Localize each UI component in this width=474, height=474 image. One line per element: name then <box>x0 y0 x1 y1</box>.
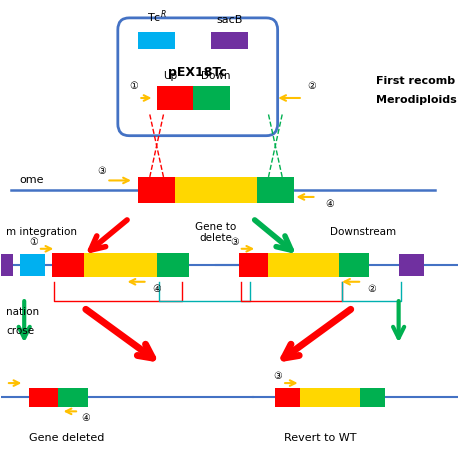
FancyBboxPatch shape <box>360 388 385 407</box>
Text: Revert to WT: Revert to WT <box>284 433 357 443</box>
FancyBboxPatch shape <box>138 32 175 48</box>
FancyBboxPatch shape <box>193 86 230 110</box>
Text: Up: Up <box>163 72 177 82</box>
FancyBboxPatch shape <box>19 255 45 276</box>
FancyBboxPatch shape <box>399 255 424 276</box>
Text: Tc$^R$: Tc$^R$ <box>147 9 166 25</box>
Text: Gene to
delete: Gene to delete <box>195 222 237 243</box>
Text: ①: ① <box>29 237 38 246</box>
Text: ④: ④ <box>82 413 90 423</box>
Text: ①: ① <box>129 81 138 91</box>
Text: pEX18Tc: pEX18Tc <box>168 65 227 79</box>
Text: Down: Down <box>201 72 231 82</box>
Text: Gene deleted: Gene deleted <box>29 433 104 443</box>
FancyBboxPatch shape <box>239 254 268 277</box>
Text: ome: ome <box>19 175 44 185</box>
FancyBboxPatch shape <box>257 177 293 203</box>
FancyBboxPatch shape <box>52 254 83 277</box>
FancyBboxPatch shape <box>156 86 193 110</box>
Text: ④: ④ <box>326 199 335 209</box>
FancyBboxPatch shape <box>138 177 175 203</box>
Text: crose: crose <box>6 326 34 336</box>
FancyBboxPatch shape <box>275 388 301 407</box>
FancyBboxPatch shape <box>118 18 278 136</box>
FancyBboxPatch shape <box>339 254 369 277</box>
FancyBboxPatch shape <box>29 388 58 407</box>
Text: ③: ③ <box>273 371 282 381</box>
Text: First recomb: First recomb <box>376 76 455 86</box>
Text: Merodiploids: Merodiploids <box>376 95 456 105</box>
FancyBboxPatch shape <box>83 254 156 277</box>
Text: ④: ④ <box>152 284 161 294</box>
FancyBboxPatch shape <box>1 255 13 276</box>
Text: ③: ③ <box>98 166 106 176</box>
FancyBboxPatch shape <box>301 388 360 407</box>
Text: m integration: m integration <box>6 228 77 237</box>
FancyBboxPatch shape <box>268 254 339 277</box>
Text: sacB: sacB <box>217 15 243 25</box>
FancyBboxPatch shape <box>156 254 189 277</box>
Text: ③: ③ <box>230 237 238 246</box>
FancyBboxPatch shape <box>58 388 88 407</box>
Text: Downstream: Downstream <box>330 228 396 237</box>
Text: ②: ② <box>308 81 316 91</box>
FancyBboxPatch shape <box>175 177 257 203</box>
FancyBboxPatch shape <box>211 32 248 48</box>
Text: ②: ② <box>367 284 375 294</box>
Text: nation: nation <box>6 308 39 318</box>
